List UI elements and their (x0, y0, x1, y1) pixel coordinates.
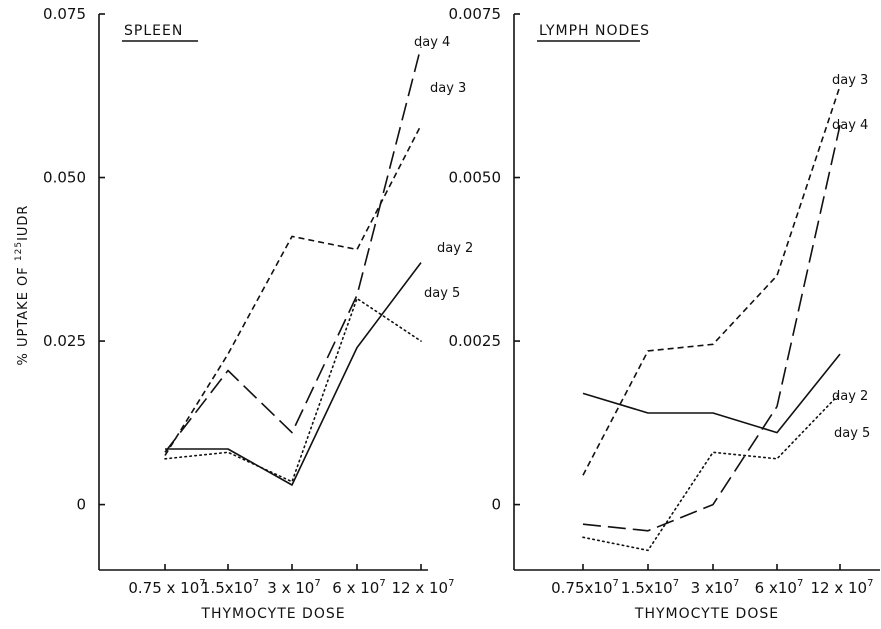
y-axis-label-suffix: IUDR (16, 205, 31, 241)
series-label-day-2: day 2 (437, 241, 473, 256)
y-tick-label: 0.075 (43, 5, 86, 23)
panel-title: SPLEEN (124, 23, 183, 39)
series-label-day-3: day 3 (430, 81, 466, 96)
y-axis-label-prefix: % UPTAKE OF (16, 261, 31, 365)
panel-title: LYMPH NODES (539, 23, 650, 39)
series-line-day-2 (165, 262, 422, 486)
y-axis-label: % UPTAKE OF 125IUDR (14, 205, 31, 366)
series-line-day-4 (582, 125, 841, 532)
y-tick-label: 0.0075 (449, 5, 502, 23)
y-tick-label: 0.050 (43, 169, 86, 187)
x-tick-label: 12 x 107 (811, 578, 874, 597)
series-line-day-5 (164, 297, 422, 483)
x-tick-label: 3 x107 (691, 578, 740, 597)
y-axis-label-isotope-mass: 125 (14, 241, 24, 261)
x-tick-label: 0.75 x 107 (128, 578, 205, 597)
x-tick-label: 1.5x107 (621, 578, 679, 597)
x-axis-label: THYMOCYTE DOSE (634, 606, 779, 622)
lymph-nodes-panel: 0 0.0025 0.0050 0.0075 0.75x107 1.5x107 3 x107… (449, 5, 880, 622)
series-line-day-5 (582, 392, 841, 552)
series-label-day-2: day 2 (832, 389, 868, 404)
series-line-day-4 (164, 46, 422, 453)
y-tick-label: 0 (76, 496, 86, 514)
x-tick-label: 1.5x107 (201, 578, 259, 597)
series-label-day-4: day 4 (832, 118, 868, 133)
x-tick-label: 6 x107 (755, 578, 804, 597)
y-tick-label: 0 (491, 496, 501, 514)
y-tick-label: 0.0025 (449, 332, 502, 350)
x-tick-label: 3 x 107 (267, 578, 320, 597)
y-tick-label: 0.0050 (449, 169, 502, 187)
series-label-day-3: day 3 (832, 73, 868, 88)
series-label-day-5: day 5 (834, 426, 870, 441)
y-tick-label: 0.025 (43, 332, 86, 350)
series-label-day-5: day 5 (424, 286, 460, 301)
x-tick-label: 6 x 107 (332, 578, 385, 597)
series-line-day-3 (164, 124, 422, 456)
x-tick-label: 0.75x107 (551, 578, 619, 597)
x-tick-label: 12 x 107 (392, 578, 455, 597)
series-line-day-3 (582, 85, 841, 476)
series-label-day-4: day 4 (414, 35, 450, 50)
series-line-day-2 (582, 353, 841, 434)
x-axis-label: THYMOCYTE DOSE (200, 606, 345, 622)
